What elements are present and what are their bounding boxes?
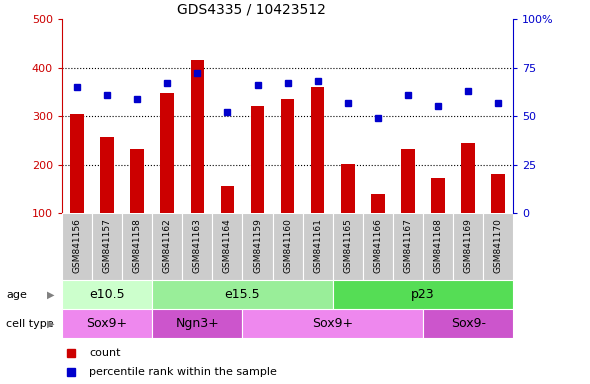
Bar xyxy=(242,309,423,338)
Bar xyxy=(152,213,182,280)
Text: ▶: ▶ xyxy=(47,318,55,329)
Text: Sox9-: Sox9- xyxy=(451,317,486,330)
Bar xyxy=(191,60,204,213)
Text: GSM841168: GSM841168 xyxy=(434,218,442,273)
Text: GSM841166: GSM841166 xyxy=(373,218,382,273)
Text: GSM841162: GSM841162 xyxy=(163,218,172,273)
Bar xyxy=(70,114,84,213)
Bar xyxy=(100,137,114,213)
Bar xyxy=(152,280,333,309)
Bar xyxy=(130,149,144,213)
Text: GSM841157: GSM841157 xyxy=(103,218,112,273)
Bar xyxy=(461,143,475,213)
Bar xyxy=(401,149,415,213)
Bar xyxy=(423,309,513,338)
Text: GSM841167: GSM841167 xyxy=(404,218,412,273)
Text: GSM841160: GSM841160 xyxy=(283,218,292,273)
Bar xyxy=(251,106,264,213)
Text: cell type: cell type xyxy=(6,318,54,329)
Bar xyxy=(423,213,453,280)
Bar xyxy=(160,93,174,213)
Bar xyxy=(281,99,294,213)
Text: GSM841164: GSM841164 xyxy=(223,218,232,273)
Text: GSM841169: GSM841169 xyxy=(464,218,473,273)
Text: e15.5: e15.5 xyxy=(225,288,260,301)
Text: GSM841156: GSM841156 xyxy=(73,218,81,273)
Bar xyxy=(393,213,423,280)
Bar xyxy=(341,164,355,213)
Bar xyxy=(62,213,92,280)
Text: GSM841158: GSM841158 xyxy=(133,218,142,273)
Bar xyxy=(122,213,152,280)
Bar xyxy=(242,213,273,280)
Text: Sox9+: Sox9+ xyxy=(87,317,127,330)
Bar xyxy=(333,213,363,280)
Bar xyxy=(453,213,483,280)
Text: GSM841159: GSM841159 xyxy=(253,218,262,273)
Text: p23: p23 xyxy=(411,288,435,301)
Bar xyxy=(62,280,152,309)
Bar xyxy=(62,309,152,338)
Text: GSM841170: GSM841170 xyxy=(494,218,503,273)
Bar xyxy=(431,178,445,213)
Text: GSM841163: GSM841163 xyxy=(193,218,202,273)
Title: GDS4335 / 10423512: GDS4335 / 10423512 xyxy=(177,3,326,17)
Bar xyxy=(303,213,333,280)
Text: Sox9+: Sox9+ xyxy=(312,317,353,330)
Bar xyxy=(491,174,505,213)
Bar xyxy=(333,280,513,309)
Bar xyxy=(92,213,122,280)
Text: count: count xyxy=(89,348,120,358)
Bar xyxy=(152,309,242,338)
Text: e10.5: e10.5 xyxy=(89,288,125,301)
Text: percentile rank within the sample: percentile rank within the sample xyxy=(89,367,277,377)
Bar xyxy=(212,213,242,280)
Text: GSM841165: GSM841165 xyxy=(343,218,352,273)
Text: ▶: ▶ xyxy=(47,290,55,300)
Text: Ngn3+: Ngn3+ xyxy=(175,317,219,330)
Bar xyxy=(221,187,234,213)
Bar xyxy=(273,213,303,280)
Bar xyxy=(363,213,393,280)
Bar xyxy=(311,87,324,213)
Bar xyxy=(371,194,385,213)
Text: GSM841161: GSM841161 xyxy=(313,218,322,273)
Bar xyxy=(483,213,513,280)
Bar xyxy=(182,213,212,280)
Text: age: age xyxy=(6,290,27,300)
